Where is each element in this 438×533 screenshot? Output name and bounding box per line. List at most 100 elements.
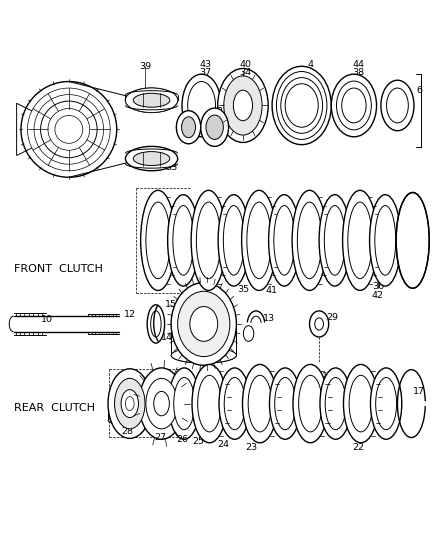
Ellipse shape xyxy=(324,206,345,275)
Ellipse shape xyxy=(125,147,178,171)
Text: 10: 10 xyxy=(41,315,53,324)
Ellipse shape xyxy=(244,326,254,341)
Ellipse shape xyxy=(41,101,97,158)
Text: 42: 42 xyxy=(372,291,384,300)
Ellipse shape xyxy=(121,390,138,417)
Text: 44: 44 xyxy=(352,60,364,69)
Text: 41: 41 xyxy=(265,286,277,295)
Ellipse shape xyxy=(349,375,373,432)
Ellipse shape xyxy=(190,306,218,341)
Text: 33: 33 xyxy=(165,163,177,172)
Ellipse shape xyxy=(198,375,221,432)
Ellipse shape xyxy=(169,368,200,439)
Ellipse shape xyxy=(187,82,215,130)
Ellipse shape xyxy=(177,111,201,144)
Ellipse shape xyxy=(381,80,414,131)
Text: 22: 22 xyxy=(352,443,364,453)
Ellipse shape xyxy=(141,190,176,290)
Ellipse shape xyxy=(154,391,170,416)
Ellipse shape xyxy=(299,375,322,432)
Ellipse shape xyxy=(125,88,178,112)
Ellipse shape xyxy=(108,369,152,439)
Ellipse shape xyxy=(146,202,170,279)
Ellipse shape xyxy=(325,377,346,430)
Ellipse shape xyxy=(396,192,429,288)
Ellipse shape xyxy=(248,375,272,432)
Text: 39: 39 xyxy=(139,62,151,71)
Ellipse shape xyxy=(319,195,350,286)
Ellipse shape xyxy=(196,202,221,279)
Ellipse shape xyxy=(173,206,194,275)
Ellipse shape xyxy=(343,365,378,443)
Text: 17: 17 xyxy=(413,387,425,396)
Ellipse shape xyxy=(133,151,170,166)
Ellipse shape xyxy=(55,116,83,143)
Ellipse shape xyxy=(223,206,244,275)
Ellipse shape xyxy=(139,368,184,439)
Ellipse shape xyxy=(147,305,165,343)
Ellipse shape xyxy=(247,202,271,279)
Ellipse shape xyxy=(375,206,396,275)
Ellipse shape xyxy=(376,377,396,430)
Text: 15: 15 xyxy=(165,300,177,309)
Ellipse shape xyxy=(387,88,408,123)
Ellipse shape xyxy=(242,190,276,290)
Ellipse shape xyxy=(182,74,221,137)
Ellipse shape xyxy=(28,88,110,171)
Ellipse shape xyxy=(168,195,199,286)
Ellipse shape xyxy=(21,82,117,177)
Ellipse shape xyxy=(297,202,322,279)
Ellipse shape xyxy=(292,190,327,290)
Text: 36: 36 xyxy=(372,282,384,292)
Ellipse shape xyxy=(336,81,371,130)
Text: FRONT  CLUTCH: FRONT CLUTCH xyxy=(14,264,103,273)
Text: 27: 27 xyxy=(154,433,166,442)
Ellipse shape xyxy=(343,190,378,290)
Ellipse shape xyxy=(293,365,328,443)
Ellipse shape xyxy=(133,93,170,107)
Ellipse shape xyxy=(174,377,194,430)
Ellipse shape xyxy=(48,109,90,150)
Ellipse shape xyxy=(192,365,227,443)
Ellipse shape xyxy=(348,202,372,279)
Text: 38: 38 xyxy=(352,68,364,77)
Text: 32: 32 xyxy=(189,108,201,117)
Text: 37: 37 xyxy=(199,68,211,77)
Ellipse shape xyxy=(151,311,161,337)
Ellipse shape xyxy=(320,368,351,439)
Ellipse shape xyxy=(191,190,226,290)
Ellipse shape xyxy=(268,195,300,286)
Text: 16: 16 xyxy=(322,372,334,381)
Ellipse shape xyxy=(125,88,178,112)
Ellipse shape xyxy=(178,292,230,357)
Text: 26: 26 xyxy=(176,435,188,444)
Text: 28: 28 xyxy=(122,426,134,435)
Ellipse shape xyxy=(233,90,253,120)
Text: 2: 2 xyxy=(216,108,222,117)
Ellipse shape xyxy=(371,368,402,439)
Ellipse shape xyxy=(315,318,323,330)
Text: 14: 14 xyxy=(161,333,173,342)
Ellipse shape xyxy=(342,88,366,123)
Text: 12: 12 xyxy=(124,310,136,319)
Text: 40: 40 xyxy=(239,60,251,69)
Ellipse shape xyxy=(274,206,295,275)
Text: 7: 7 xyxy=(249,207,254,216)
Ellipse shape xyxy=(281,78,322,133)
Text: 25: 25 xyxy=(193,437,205,446)
Text: REAR  CLUTCH: REAR CLUTCH xyxy=(14,403,95,413)
Ellipse shape xyxy=(115,378,145,429)
Ellipse shape xyxy=(34,94,104,164)
Text: 8: 8 xyxy=(416,246,422,254)
Ellipse shape xyxy=(276,71,327,140)
Text: 6: 6 xyxy=(416,86,422,95)
Ellipse shape xyxy=(331,74,377,137)
Text: 9: 9 xyxy=(247,327,252,336)
Text: 29: 29 xyxy=(326,313,338,322)
Ellipse shape xyxy=(206,115,223,140)
Text: 34: 34 xyxy=(239,68,251,77)
Ellipse shape xyxy=(218,195,250,286)
Ellipse shape xyxy=(171,348,237,363)
Ellipse shape xyxy=(285,84,318,127)
Ellipse shape xyxy=(243,365,277,443)
